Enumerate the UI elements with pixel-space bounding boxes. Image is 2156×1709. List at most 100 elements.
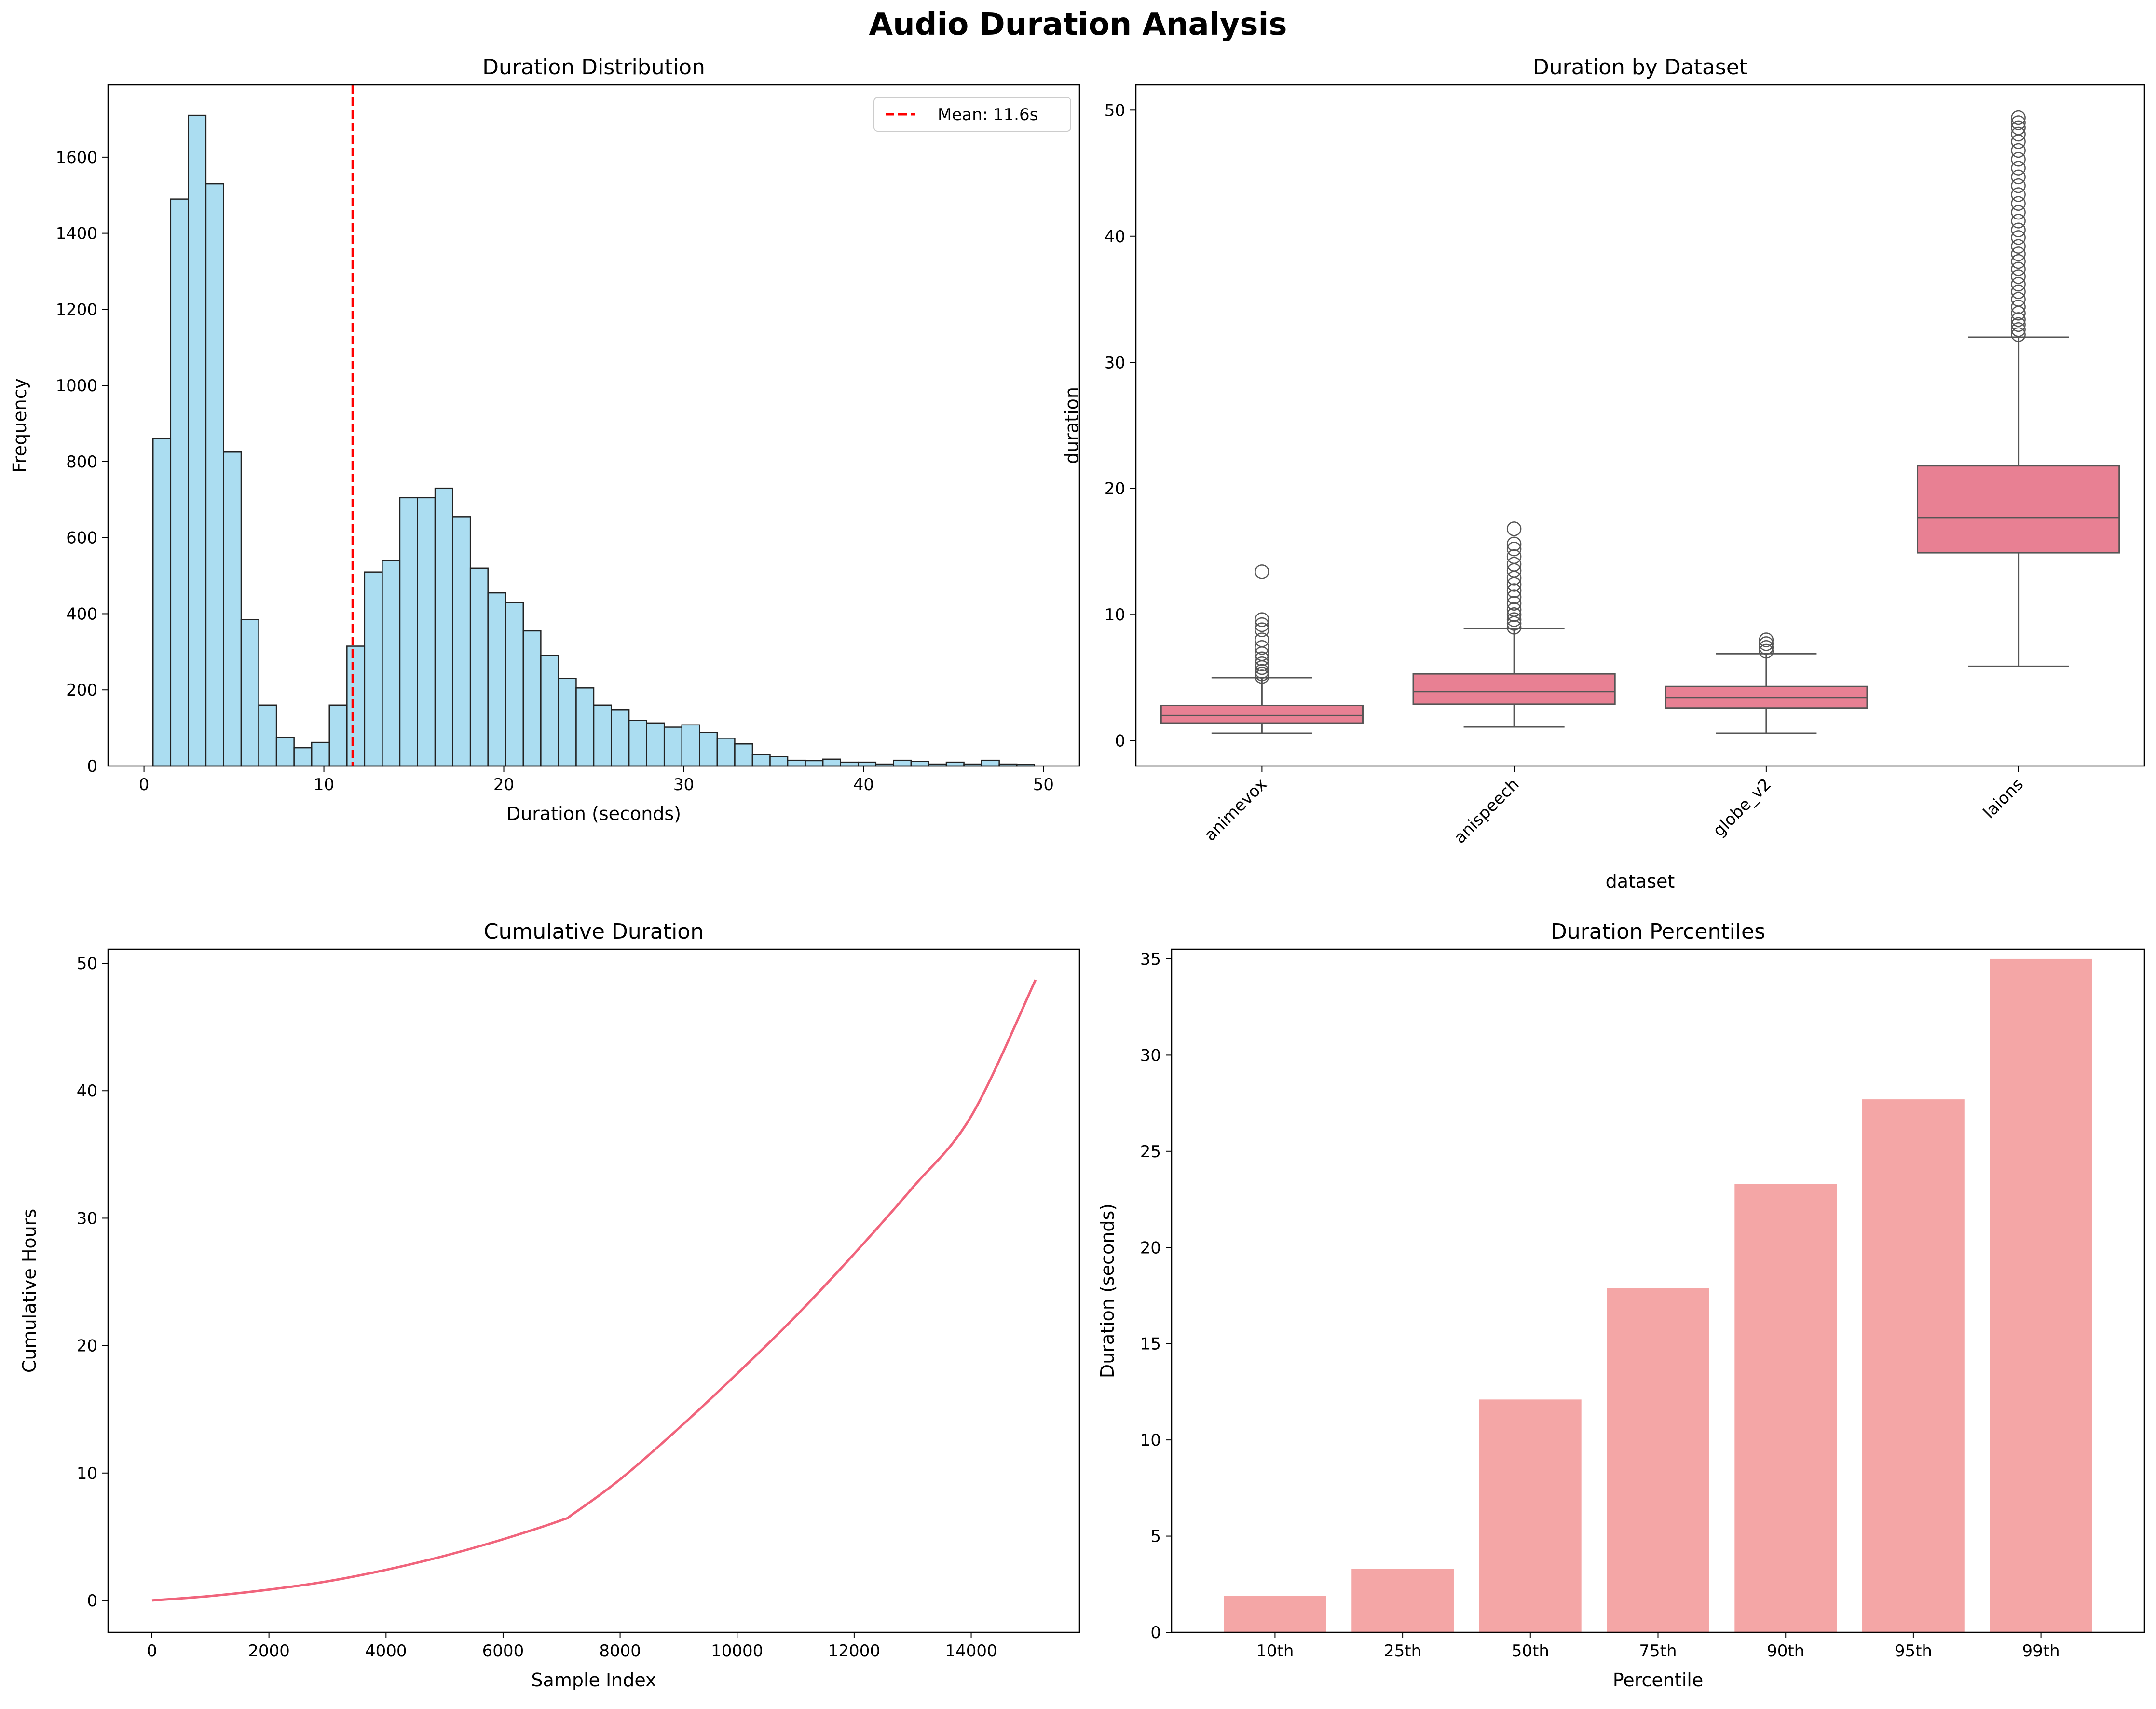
box-outlier bbox=[1255, 640, 1269, 655]
hist-xtick-label: 10 bbox=[314, 775, 334, 794]
box-title: Duration by Dataset bbox=[1533, 55, 1747, 80]
hist-bar bbox=[152, 438, 172, 767]
pct-bar bbox=[1734, 1184, 1837, 1632]
hist-bar bbox=[575, 687, 595, 767]
hist-bar bbox=[205, 183, 224, 767]
box-outlier bbox=[2011, 161, 2026, 176]
box-outlier bbox=[1759, 640, 1774, 655]
box-outlier bbox=[1506, 542, 1522, 557]
hist-bar bbox=[646, 722, 665, 767]
hist-bar bbox=[593, 704, 612, 767]
box-outlier bbox=[1506, 549, 1522, 564]
box-outlier bbox=[1506, 607, 1522, 622]
hist-frame bbox=[107, 84, 1080, 767]
cum-ytick-label: 50 bbox=[77, 954, 97, 973]
box-outlier bbox=[2011, 312, 2026, 327]
box-outlier bbox=[2011, 134, 2026, 149]
box-outlier bbox=[1255, 617, 1269, 632]
hist-ytick-label: 400 bbox=[66, 604, 97, 624]
cum-xtick-label: 2000 bbox=[248, 1641, 290, 1661]
pct-xlabel: Percentile bbox=[1613, 1669, 1703, 1691]
pct-ytick-label: 25 bbox=[1140, 1142, 1161, 1162]
hist-title: Duration Distribution bbox=[482, 55, 705, 80]
hist-bar bbox=[558, 678, 577, 767]
hist-legend: Mean: 11.6s bbox=[873, 97, 1071, 132]
pct-title: Duration Percentiles bbox=[1551, 919, 1765, 944]
box-xtick-label: anispeech bbox=[1450, 775, 1523, 848]
box-ytick-label: 20 bbox=[1105, 479, 1125, 499]
hist-bar bbox=[275, 737, 295, 767]
pct-xtick-label: 95th bbox=[1895, 1641, 1932, 1661]
box-outlier bbox=[2011, 269, 2026, 284]
hist-ytick-label: 1200 bbox=[55, 300, 97, 319]
pct-ytick-label: 20 bbox=[1140, 1238, 1161, 1258]
box-outlier bbox=[1255, 564, 1269, 579]
cum-xtick-label: 12000 bbox=[828, 1641, 880, 1661]
cum-axes: Cumulative Duration Sample Index Cumulativ… bbox=[19, 919, 704, 1691]
box-ytick-label: 40 bbox=[1105, 227, 1125, 246]
box-outlier bbox=[2011, 246, 2026, 261]
pct-xtick-label: 50th bbox=[1512, 1641, 1549, 1661]
box-outlier bbox=[2011, 152, 2026, 167]
box-outlier bbox=[1255, 632, 1269, 647]
figure-title: Audio Duration Analysis bbox=[869, 7, 1287, 42]
pct-xtick-label: 25th bbox=[1384, 1641, 1421, 1661]
pct-ytick-label: 30 bbox=[1140, 1046, 1161, 1065]
box-xtick-label: globe_v2 bbox=[1709, 775, 1775, 841]
hist-ytick-label: 200 bbox=[66, 681, 97, 700]
hist-bar bbox=[417, 497, 436, 767]
hist-bar bbox=[716, 738, 736, 767]
hist-xtick-label: 0 bbox=[139, 775, 150, 794]
hist-bar bbox=[787, 759, 806, 767]
cum-ytick-label: 40 bbox=[77, 1081, 97, 1101]
box-outlier bbox=[1759, 636, 1774, 651]
cum-xtick-label: 0 bbox=[147, 1641, 157, 1661]
box-outlier bbox=[1759, 632, 1774, 647]
box-outlier bbox=[2011, 284, 2026, 300]
box-frame bbox=[1135, 84, 2145, 767]
cum-ytick-label: 20 bbox=[77, 1337, 97, 1356]
cum-line bbox=[151, 979, 1037, 1602]
box-outlier bbox=[2011, 205, 2026, 220]
hist-bar bbox=[522, 630, 542, 767]
pct-ytick-label: 5 bbox=[1150, 1527, 1161, 1546]
hist-xlabel: Duration (seconds) bbox=[506, 803, 681, 824]
box-outlier bbox=[2011, 292, 2026, 307]
box-outlier bbox=[1506, 536, 1522, 552]
box-outlier bbox=[2011, 169, 2026, 185]
box-xtick-label: laions bbox=[1979, 775, 2027, 822]
hist-bar bbox=[293, 747, 313, 767]
box-outlier bbox=[2011, 299, 2026, 314]
box-outlier bbox=[1506, 521, 1522, 536]
hist-bar bbox=[487, 592, 506, 767]
box-outlier bbox=[2011, 317, 2026, 332]
hist-bar bbox=[188, 114, 207, 767]
hist-bar bbox=[434, 487, 453, 767]
hist-ytick-label: 800 bbox=[66, 452, 97, 472]
pct-ytick-label: 10 bbox=[1140, 1431, 1161, 1450]
cum-ylabel: Cumulative Hours bbox=[19, 1209, 40, 1373]
box-outlier bbox=[1506, 602, 1522, 617]
pct-xtick-label: 10th bbox=[1256, 1641, 1294, 1661]
cum-frame bbox=[107, 948, 1080, 1633]
hist-bar bbox=[681, 724, 700, 767]
cum-xtick-label: 14000 bbox=[945, 1641, 997, 1661]
box-xlabel: dataset bbox=[1606, 871, 1675, 892]
hist-bar bbox=[240, 619, 259, 767]
hist-bar bbox=[258, 704, 277, 767]
box-ytick-label: 10 bbox=[1105, 605, 1125, 625]
hist-bar bbox=[822, 758, 841, 767]
hist-bar bbox=[734, 743, 753, 767]
pct-ytick-label: 0 bbox=[1150, 1623, 1161, 1642]
hist-bar bbox=[223, 451, 242, 767]
pct-ytick-label: 35 bbox=[1140, 950, 1161, 969]
box-outlier bbox=[2011, 120, 2026, 136]
hist-bar bbox=[628, 720, 647, 767]
box-outlier bbox=[2011, 276, 2026, 292]
box-outlier bbox=[2011, 230, 2026, 245]
box-outlier bbox=[1759, 643, 1774, 659]
cum-xlabel: Sample Index bbox=[531, 1669, 656, 1691]
box-outlier bbox=[2011, 143, 2026, 158]
pct-xtick-label: 90th bbox=[1767, 1641, 1804, 1661]
box-outlier bbox=[2011, 261, 2026, 277]
